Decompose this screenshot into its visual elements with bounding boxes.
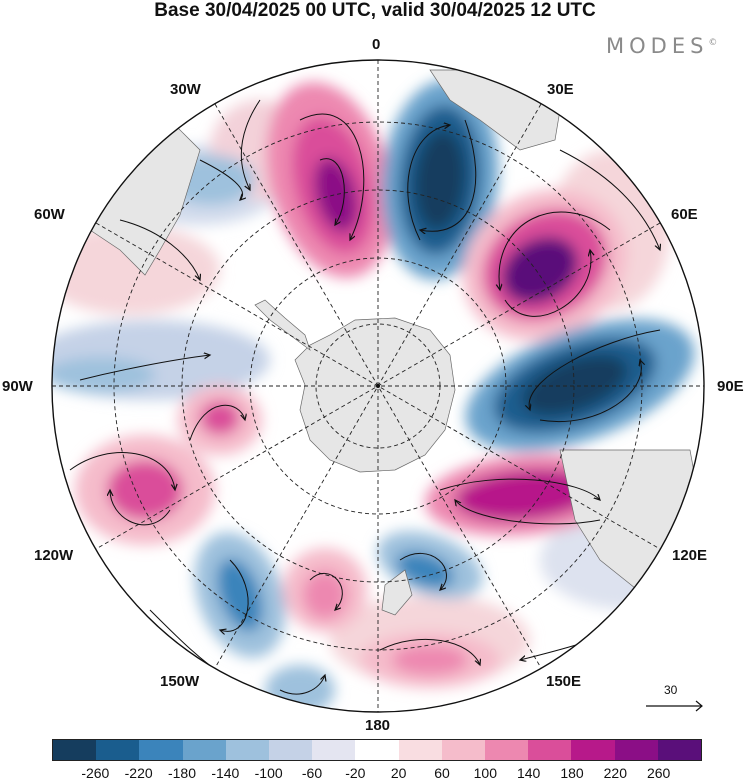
map-disc	[52, 60, 704, 712]
colorbar-segment	[182, 740, 226, 760]
lon-label-60e: 60E	[671, 206, 698, 223]
colorbar-tick-label: -100	[254, 765, 283, 781]
colorbar-segment	[485, 740, 529, 760]
lon-label-120w: 120W	[34, 547, 74, 564]
colorbar-tick-label: -180	[167, 765, 197, 781]
colorbar-tick-label: 260	[646, 765, 671, 781]
colorbar-segment	[355, 740, 399, 760]
colorbar-segment	[657, 740, 702, 760]
colorbar-tick-label: 140	[516, 765, 541, 781]
lon-label-90w: 90W	[2, 378, 33, 395]
colorbar-segment	[441, 740, 486, 760]
colorbar-ticks: -260 -220 -180 -140 -100 -60 -20 20 60 100 140 180 2…	[0, 765, 750, 783]
colorbar-tick-label: 100	[473, 765, 498, 781]
lon-label-90e: 90E	[717, 378, 744, 395]
colorbar-segment	[139, 740, 183, 760]
lon-label-30w: 30W	[170, 81, 201, 98]
antarctic-peninsula	[254, 299, 311, 351]
lon-label-150w: 150W	[160, 673, 200, 690]
colorbar-tick-label: -220	[124, 765, 153, 781]
colorbar-tick-label: -140	[211, 765, 240, 781]
brand-logo: MODES©	[606, 34, 717, 58]
lon-label-0: 0	[372, 36, 381, 53]
new-zealand	[381, 569, 413, 616]
colorbar-segment	[571, 740, 615, 760]
colorbar-tick-label: 60	[434, 765, 450, 781]
lon-label-120e: 120E	[672, 547, 708, 564]
brand-mark: ©	[708, 38, 718, 48]
reference-vector-label: 30	[664, 683, 678, 697]
colorbar-segment	[614, 740, 658, 760]
colorbar-segment	[528, 740, 572, 760]
colorbar-tick-label: 220	[603, 765, 628, 781]
lon-label-30e: 30E	[547, 81, 574, 98]
colorbar-tick-label: 180	[560, 765, 584, 781]
colorbar-tick-label: 20	[390, 765, 407, 781]
colorbar-segment	[225, 740, 270, 760]
pole-marker	[376, 384, 380, 388]
colorbar	[52, 739, 702, 761]
colorbar-tick-label: -260	[81, 765, 110, 781]
antarctica	[294, 317, 456, 473]
reference-vector-arrow	[646, 700, 703, 712]
lon-label-180: 180	[365, 717, 391, 734]
colorbar-segment	[96, 740, 140, 760]
map-title: Base 30/04/2025 00 UTC, valid 30/04/2025…	[154, 0, 596, 21]
colorbar-segment	[312, 740, 356, 760]
colorbar-segment	[53, 740, 97, 760]
colorbar-segment	[398, 740, 442, 760]
map-border	[51, 59, 705, 713]
colorbar-segment	[269, 740, 313, 760]
colorbar-tick-label: -20	[345, 765, 366, 781]
colorbar-tick-label: -60	[301, 765, 323, 781]
lon-label-60w: 60W	[34, 206, 65, 223]
lon-label-150e: 150E	[546, 673, 582, 690]
brand-name: MODES	[606, 34, 709, 58]
